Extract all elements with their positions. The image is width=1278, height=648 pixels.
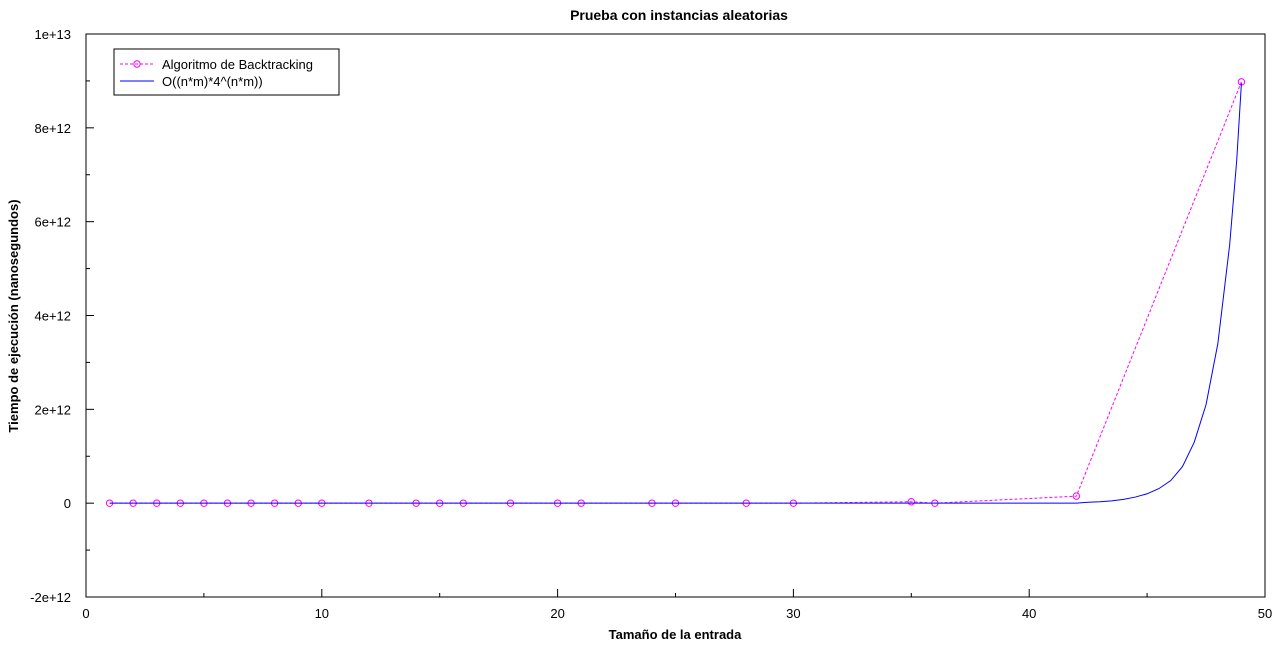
y-tick-label: 0: [64, 496, 71, 511]
x-tick-label: 50: [1258, 606, 1272, 621]
x-tick-label: 20: [550, 606, 564, 621]
y-tick-label: 1e+13: [34, 27, 71, 42]
legend-entry-backtracking: Algoritmo de Backtracking: [120, 57, 313, 72]
legend-entry-complexity: O((n*m)*4^(n*m)): [120, 74, 263, 89]
x-axis-label: Tamaño de la entrada: [609, 627, 742, 642]
y-tick-label: 2e+12: [34, 402, 71, 417]
legend-label-complexity: O((n*m)*4^(n*m)): [162, 74, 263, 89]
y-tick-label: 6e+12: [34, 215, 71, 230]
legend-marker-backtracking: [133, 60, 141, 68]
x-tick-label: 0: [82, 606, 89, 621]
y-axis-label: Tiempo de ejecución (nanosegundos): [6, 199, 21, 432]
data-point: [1072, 492, 1081, 500]
legend-label-backtracking: Algoritmo de Backtracking: [162, 57, 313, 72]
axes: 0 10 20 30 40 50 -2e+12 0 2e+12 4e+12 6e+12 8e+12 1e…: [30, 27, 1272, 621]
y-tick-label: -2e+12: [30, 590, 71, 605]
series-layer: [105, 78, 1246, 507]
series-line-1: [109, 83, 1242, 504]
legend: Algoritmo de Backtracking O((n*m)*4^(n*m…: [113, 48, 340, 96]
plot-frame: [85, 33, 1266, 598]
y-tick-label: 8e+12: [34, 121, 71, 136]
plot-area: [85, 33, 1266, 598]
x-tick-label: 40: [1022, 606, 1036, 621]
x-tick-label: 30: [786, 606, 800, 621]
x-tick-label: 10: [315, 606, 329, 621]
y-tick-label: 4e+12: [34, 309, 71, 324]
data-point: [907, 498, 915, 506]
legend-box: [113, 48, 340, 96]
chart-title: Prueba con instancias aleatorias: [570, 7, 788, 23]
series-line-0: [109, 81, 1242, 504]
